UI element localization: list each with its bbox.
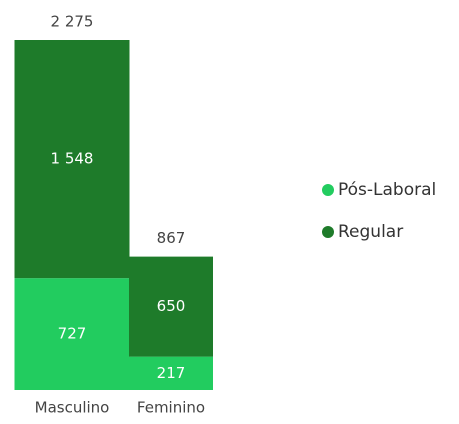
legend-label: Regular <box>338 222 403 242</box>
data-label: 1 548 <box>51 150 94 168</box>
bar-segment <box>14 40 130 279</box>
legend-marker <box>322 184 334 196</box>
bar-segment <box>129 256 213 357</box>
bar-segment <box>14 278 130 390</box>
data-label: 650 <box>157 297 186 315</box>
total-label: 2 275 <box>51 13 94 31</box>
bar-segment <box>129 356 213 390</box>
legend-label: Pós-Laboral <box>338 180 436 200</box>
x-tick-label: Masculino <box>35 399 110 417</box>
x-tick-label: Feminino <box>137 399 205 417</box>
data-label: 727 <box>58 325 87 343</box>
legend-marker <box>322 226 334 238</box>
data-label: 217 <box>157 364 186 382</box>
total-label: 867 <box>157 229 186 247</box>
